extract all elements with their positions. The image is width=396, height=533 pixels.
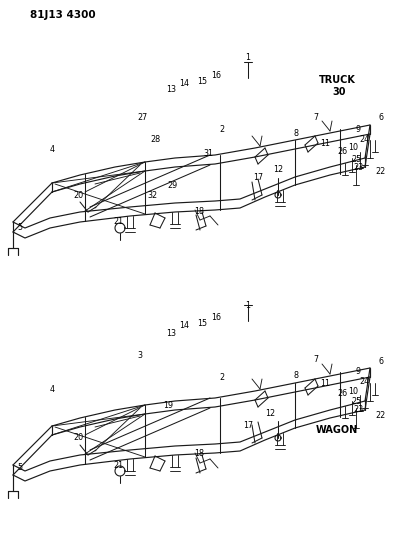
- Text: 19: 19: [163, 400, 173, 409]
- Text: 17: 17: [243, 421, 253, 430]
- Text: 7: 7: [314, 356, 318, 365]
- Text: 21: 21: [113, 461, 123, 470]
- Text: 18: 18: [194, 206, 204, 215]
- Text: 14: 14: [179, 78, 189, 87]
- Text: 20: 20: [73, 433, 83, 442]
- Text: 21: 21: [113, 217, 123, 227]
- Text: 23: 23: [353, 164, 363, 173]
- Text: 10: 10: [348, 143, 358, 152]
- Text: 16: 16: [211, 71, 221, 80]
- Text: TRUCK: TRUCK: [318, 75, 356, 85]
- Text: 2: 2: [219, 373, 225, 382]
- Text: 11: 11: [320, 378, 330, 387]
- Text: 17: 17: [253, 173, 263, 182]
- Text: 8: 8: [293, 128, 299, 138]
- Text: 22: 22: [376, 410, 386, 419]
- Text: 16: 16: [211, 313, 221, 322]
- Text: 20: 20: [73, 191, 83, 200]
- Text: 9: 9: [356, 367, 361, 376]
- Text: 13: 13: [166, 85, 176, 94]
- Text: 12: 12: [265, 408, 275, 417]
- Text: 13: 13: [166, 328, 176, 337]
- Text: 23: 23: [353, 406, 363, 415]
- Text: 25: 25: [351, 398, 361, 407]
- Text: 32: 32: [147, 190, 157, 199]
- Text: 3: 3: [137, 351, 143, 359]
- Text: 1: 1: [246, 301, 251, 310]
- Text: 12: 12: [273, 166, 283, 174]
- Text: 27: 27: [138, 114, 148, 123]
- Text: 5: 5: [17, 464, 23, 472]
- Text: 22: 22: [376, 167, 386, 176]
- Text: 30: 30: [332, 87, 346, 97]
- Text: 29: 29: [167, 182, 177, 190]
- Text: 24: 24: [359, 377, 369, 386]
- Text: 5: 5: [17, 223, 23, 232]
- Text: 15: 15: [197, 77, 207, 86]
- Text: 1: 1: [246, 53, 251, 62]
- Text: 26: 26: [337, 390, 347, 399]
- Text: 25: 25: [351, 156, 361, 165]
- Text: 11: 11: [320, 139, 330, 148]
- Text: 28: 28: [150, 135, 160, 144]
- Text: 6: 6: [379, 358, 383, 367]
- Text: 31: 31: [203, 149, 213, 157]
- Text: 4: 4: [50, 385, 55, 394]
- Text: 15: 15: [197, 319, 207, 327]
- Text: 18: 18: [194, 449, 204, 458]
- Text: 9: 9: [356, 125, 361, 134]
- Text: 2: 2: [219, 125, 225, 134]
- Text: 10: 10: [348, 387, 358, 397]
- Text: 7: 7: [314, 112, 318, 122]
- Text: 26: 26: [337, 148, 347, 157]
- Text: 8: 8: [293, 370, 299, 379]
- Text: 24: 24: [359, 135, 369, 144]
- Text: 81J13 4300: 81J13 4300: [30, 10, 95, 20]
- Text: 6: 6: [379, 114, 383, 123]
- Text: WAGON: WAGON: [316, 425, 358, 435]
- Text: 4: 4: [50, 146, 55, 155]
- Text: 14: 14: [179, 320, 189, 329]
